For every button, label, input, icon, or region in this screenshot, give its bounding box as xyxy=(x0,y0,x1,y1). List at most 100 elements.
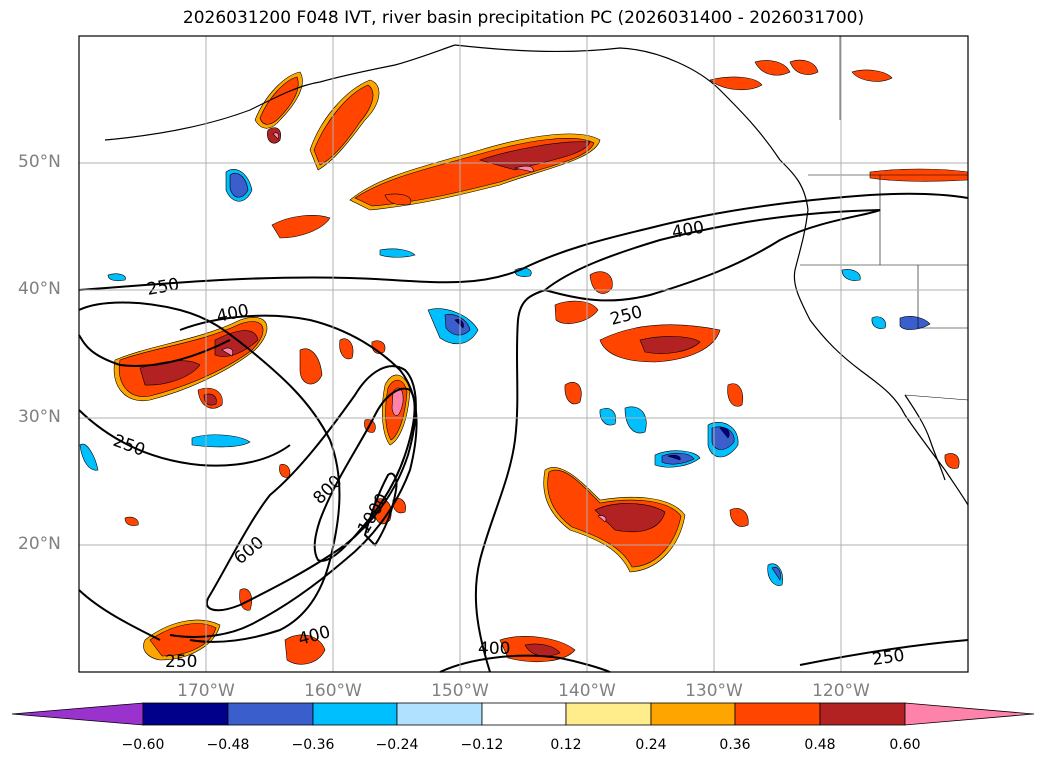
ivt-contour-250-north xyxy=(78,192,969,291)
colorbar-segment xyxy=(650,702,736,726)
precip-region xyxy=(339,338,354,360)
precip-region xyxy=(624,406,647,434)
ivt-contour-400-mid xyxy=(169,314,418,638)
alaska-coast xyxy=(104,44,456,141)
colorbar-tick: −0.48 xyxy=(206,737,250,753)
precip-region xyxy=(259,76,299,125)
colorbar-tick: −0.60 xyxy=(121,737,165,753)
precip-region xyxy=(729,508,749,527)
colorbar-segment xyxy=(227,702,314,726)
lon-label: 170°W xyxy=(177,681,235,701)
map-frame xyxy=(78,35,969,673)
precip-region xyxy=(841,269,861,281)
precip-region xyxy=(124,516,139,526)
precip-region xyxy=(709,76,763,90)
precip-region xyxy=(564,382,582,405)
ivt-contour-nw-loop xyxy=(78,334,231,367)
lon-label: 160°W xyxy=(304,681,362,701)
colorbar xyxy=(11,702,1035,726)
colorbar-extend-high xyxy=(904,702,1035,726)
ivt-contour-250-loop xyxy=(78,301,341,643)
ivt-contours xyxy=(78,192,969,673)
alaska-gulf-coast xyxy=(454,44,809,211)
precip-region xyxy=(107,273,126,282)
precip-region xyxy=(391,387,404,416)
precip-positive-regions xyxy=(113,59,969,665)
precip-region xyxy=(899,316,931,330)
borders xyxy=(800,36,969,401)
precip-region xyxy=(221,347,233,357)
lat-label: 30°N xyxy=(18,407,61,427)
precip-region xyxy=(666,454,681,461)
ivt-contour-westbelt xyxy=(78,589,161,641)
gridlines xyxy=(79,36,968,672)
ivt-contour-400-north xyxy=(542,209,881,302)
lat-label: 20°N xyxy=(18,534,61,554)
lon-label: 130°W xyxy=(685,681,743,701)
contour-label: 250 xyxy=(165,652,197,672)
ivt-contour-600 xyxy=(205,365,417,612)
coastlines xyxy=(104,44,969,506)
figure-title: 2026031200 F048 IVT, river basin precipi… xyxy=(182,8,865,28)
precip-region xyxy=(139,360,201,386)
colorbar-extend-low xyxy=(11,702,144,726)
ivt-contour-250-west xyxy=(78,409,291,467)
ivt-contour-250-se xyxy=(799,639,969,666)
colorbar-segment xyxy=(819,702,906,726)
colorbar-tick: 0.48 xyxy=(804,737,836,753)
precip-region xyxy=(871,316,886,329)
colorbar-tick: 0.60 xyxy=(889,737,921,753)
precip-region xyxy=(639,336,701,354)
precip-region xyxy=(789,59,819,75)
precip-region xyxy=(594,503,666,533)
precip-region xyxy=(597,515,607,523)
lon-label: 150°W xyxy=(431,681,489,701)
colorbar-tick: −0.12 xyxy=(460,737,504,753)
colorbar-tick: 0.12 xyxy=(550,737,582,753)
precip-region xyxy=(272,132,279,140)
precip-region xyxy=(719,427,730,439)
precip-region xyxy=(754,60,791,76)
colorbar-segment xyxy=(142,702,229,726)
precip-region xyxy=(589,271,613,294)
colorbar-tick: 0.36 xyxy=(719,737,751,753)
precip-region xyxy=(444,314,471,336)
colorbar-segment xyxy=(734,702,821,726)
ivt-contour-250-south xyxy=(474,289,546,673)
precip-region xyxy=(271,215,331,239)
contour-label: 250 xyxy=(871,646,906,670)
colorbar-segment xyxy=(396,702,483,726)
precip-region xyxy=(313,84,374,166)
precip-region xyxy=(239,588,252,611)
lon-label: 120°W xyxy=(812,681,870,701)
colorbar-tick: 0.24 xyxy=(635,737,667,753)
precip-region xyxy=(229,172,249,198)
colorbar-tick: −0.36 xyxy=(291,737,335,753)
precip-region xyxy=(513,165,534,173)
contour-label: 400 xyxy=(478,639,510,659)
ivt-contour-1000 xyxy=(363,472,398,547)
precip-region xyxy=(384,193,412,206)
precip-region xyxy=(727,383,743,407)
precip-region xyxy=(771,567,781,581)
precip-region xyxy=(944,453,960,469)
colorbar-segment xyxy=(312,702,398,726)
precip-region xyxy=(851,69,893,82)
ivt-contour-800 xyxy=(313,387,416,562)
na-west-coast xyxy=(793,209,969,506)
precip-region xyxy=(149,623,217,657)
colorbar-tick: −0.24 xyxy=(375,737,419,753)
colorbar-segment xyxy=(565,702,652,726)
precip-region xyxy=(267,127,281,144)
lat-label: 40°N xyxy=(18,279,61,299)
precip-region xyxy=(203,393,217,406)
precip-region xyxy=(454,319,464,329)
precip-region xyxy=(379,248,416,258)
precip-region xyxy=(299,348,323,385)
lat-label: 50°N xyxy=(18,152,61,172)
lon-label: 140°W xyxy=(558,681,616,701)
precip-region xyxy=(524,643,561,657)
precip-region xyxy=(79,443,99,471)
baja-coast xyxy=(904,394,946,481)
